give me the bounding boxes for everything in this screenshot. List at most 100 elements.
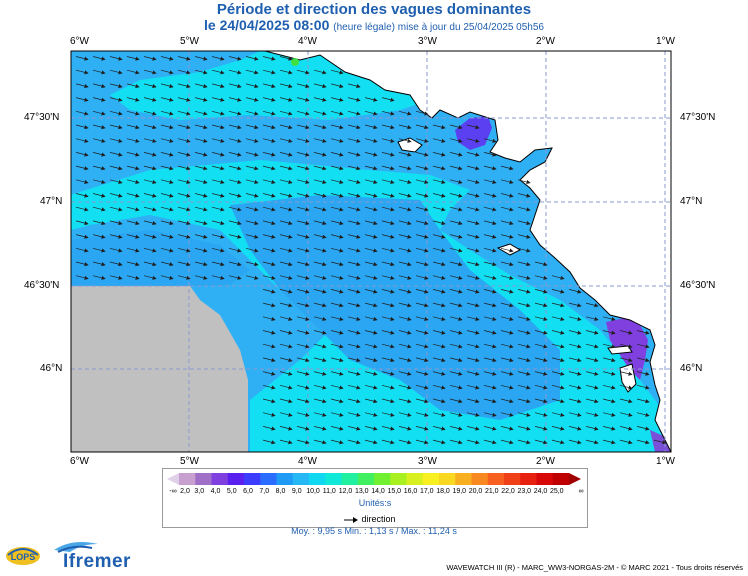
wave-direction-arrow <box>432 371 446 376</box>
wave-direction-arrow <box>109 165 123 171</box>
colorbar-tick-label: 22,0 <box>501 488 515 495</box>
wave-direction-arrow <box>415 193 429 198</box>
colorbar-tick-label: 14,0 <box>371 488 385 495</box>
wave-direction-arrow <box>585 302 599 308</box>
wave-direction-arrow <box>466 206 480 212</box>
wave-direction-arrow <box>398 302 412 308</box>
wave-direction-arrow <box>415 220 429 226</box>
wave-direction-arrow <box>330 357 344 363</box>
colorbar-tick-label: -∞ <box>169 488 177 495</box>
wave-direction-arrow <box>313 124 327 130</box>
wave-direction-arrow <box>330 220 344 226</box>
wave-direction-arrow <box>330 83 344 89</box>
wave-direction-arrow <box>483 426 497 431</box>
wave-direction-arrow <box>92 110 106 116</box>
wave-direction-arrow <box>194 275 208 280</box>
direction-label: direction <box>361 514 396 524</box>
colorbar-tick-label: 5,0 <box>226 488 237 495</box>
wave-direction-arrow <box>500 330 514 335</box>
wave-direction-arrow <box>466 330 480 335</box>
wave-direction-arrow <box>211 138 225 143</box>
colorbar <box>167 473 581 485</box>
wave-direction-arrow <box>211 56 225 61</box>
wave-direction-arrow <box>500 384 514 390</box>
wave-direction-arrow <box>347 138 361 143</box>
wave-direction-arrow <box>296 412 310 417</box>
wave-direction-arrow <box>398 275 412 280</box>
wave-direction-arrow <box>483 193 497 198</box>
wave-direction-arrow <box>449 371 463 376</box>
wave-direction-arrow <box>177 220 191 226</box>
wave-direction-arrow <box>160 69 174 75</box>
wave-direction-arrow <box>449 384 463 390</box>
wave-direction-arrow <box>92 234 106 239</box>
wave-direction-arrow <box>109 193 123 198</box>
wave-direction-arrow <box>194 247 208 253</box>
wave-direction-arrow <box>109 247 123 253</box>
wave-direction-arrow <box>483 316 497 321</box>
wave-direction-arrow <box>432 330 446 335</box>
wave-direction-arrow <box>398 138 412 143</box>
wave-direction-arrow <box>415 426 429 431</box>
wave-direction-arrow <box>347 193 361 198</box>
wave-direction-arrow <box>330 124 344 130</box>
wave-direction-arrow <box>432 206 446 212</box>
wave-direction-arrow <box>126 83 140 89</box>
wave-direction-arrow <box>296 398 310 404</box>
wave-direction-arrow <box>313 343 327 349</box>
colorbar-swatch <box>422 473 440 485</box>
colorbar-swatch <box>520 473 537 485</box>
wave-direction-arrow <box>449 343 463 349</box>
unit-label: Unités:s <box>358 498 392 508</box>
wave-direction-arrow <box>92 261 106 267</box>
colorbar-swatch <box>374 473 391 485</box>
wave-direction-arrow <box>177 138 191 143</box>
wave-direction-arrow <box>330 69 344 75</box>
wave-direction-arrow <box>228 97 242 102</box>
wave-direction-arrow <box>534 439 548 445</box>
wave-direction-arrow <box>500 234 514 239</box>
wave-direction-arrow <box>432 234 446 239</box>
wave-direction-arrow <box>517 357 531 363</box>
lon-label-bottom: 5°W <box>180 456 199 467</box>
wave-direction-arrow <box>313 179 327 184</box>
ile-de-re <box>607 345 633 355</box>
wave-direction-arrow <box>551 330 565 335</box>
wave-direction-arrow <box>279 439 293 445</box>
wave-direction-arrow <box>279 83 293 89</box>
wave-direction-arrow <box>92 206 106 212</box>
wave-direction-arrow <box>500 179 514 184</box>
wave-direction-arrow <box>228 56 242 61</box>
wave-direction-arrow <box>160 179 174 184</box>
wave-direction-arrow <box>432 398 446 404</box>
wave-direction-arrow <box>483 439 497 445</box>
wave-direction-arrow <box>449 124 463 130</box>
wave-direction-arrow <box>160 83 174 89</box>
wave-direction-arrow <box>177 97 191 102</box>
wave-direction-arrow <box>381 302 395 308</box>
wave-direction-arrow <box>279 357 293 363</box>
wave-direction-arrow <box>279 412 293 417</box>
wave-direction-arrow <box>398 124 412 130</box>
wave-direction-arrow <box>364 261 378 267</box>
wave-direction-arrow <box>432 289 446 294</box>
wave-direction-arrow <box>347 357 361 363</box>
wave-direction-arrow <box>177 124 191 130</box>
wave-direction-arrow <box>500 220 514 226</box>
wave-direction-arrow <box>415 261 429 267</box>
wave-direction-arrow <box>466 398 480 404</box>
wave-direction-arrow <box>279 179 293 184</box>
wave-direction-arrow <box>381 152 395 157</box>
wave-direction-arrow <box>483 138 497 143</box>
wave-direction-arrow <box>585 426 599 431</box>
wave-direction-arrow <box>160 261 174 267</box>
wave-direction-arrow <box>296 426 310 431</box>
wave-direction-arrow <box>211 261 225 267</box>
colorbar-swatch <box>325 473 342 485</box>
wave-direction-arrow <box>483 261 497 267</box>
wave-direction-arrow <box>381 138 395 143</box>
wave-direction-arrow <box>143 234 157 239</box>
wave-direction-arrow <box>296 330 310 335</box>
wave-direction-arrow <box>347 97 361 102</box>
copyright-notice: WAVEWATCH III (R) - MARC_WW3-NORGAS-2M -… <box>446 563 743 572</box>
